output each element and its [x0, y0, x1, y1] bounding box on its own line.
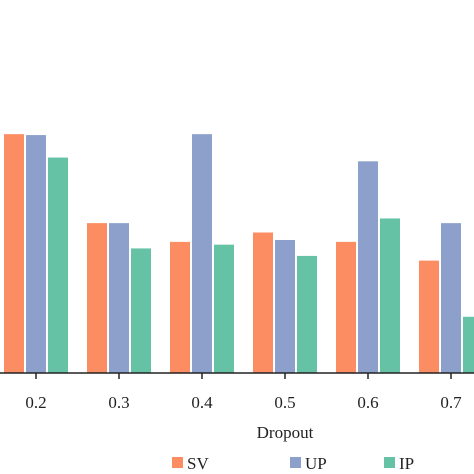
bar-up-0.5 [275, 239, 295, 373]
bar-sv-0.4 [170, 241, 190, 373]
x-tick-label: 0.2 [25, 393, 46, 412]
legend: SV UP IP [172, 454, 414, 473]
legend-label-sv: SV [187, 454, 209, 473]
bar-ip-0.5 [297, 255, 317, 373]
bar-up-0.7 [441, 223, 461, 373]
x-tick-label: 0.5 [274, 393, 295, 412]
legend-swatch-sv [172, 457, 183, 468]
bar-ip-0.2 [48, 157, 68, 373]
legend-swatch-ip [384, 457, 395, 468]
legend-item-ip: IP [384, 454, 414, 473]
bar-sv-0.7 [419, 260, 439, 373]
x-tick-label: 0.7 [440, 393, 462, 412]
ticks-layer: 0.2 0.3 0.4 0.5 0.6 0.7 [25, 373, 462, 412]
bar-sv-0.2 [4, 134, 24, 373]
bars-layer [4, 134, 474, 373]
bar-sv-0.3 [87, 223, 107, 373]
x-tick-label: 0.6 [357, 393, 378, 412]
bar-up-0.6 [358, 161, 378, 373]
bar-sv-0.6 [336, 241, 356, 373]
x-tick-label: 0.3 [108, 393, 129, 412]
x-tick-label: 0.4 [191, 393, 213, 412]
bar-ip-0.7 [463, 316, 474, 373]
legend-label-up: UP [305, 454, 327, 473]
bar-sv-0.5 [253, 232, 273, 373]
bar-ip-0.3 [131, 248, 151, 373]
legend-label-ip: IP [399, 454, 414, 473]
bar-up-0.4 [192, 134, 212, 373]
legend-item-sv: SV [172, 454, 209, 473]
legend-item-up: UP [290, 454, 327, 473]
bar-up-0.2 [26, 135, 46, 373]
bar-ip-0.6 [380, 218, 400, 373]
bar-ip-0.4 [214, 244, 234, 373]
legend-swatch-up [290, 457, 301, 468]
bar-up-0.3 [109, 223, 129, 373]
x-axis-title: Dropout [257, 423, 314, 442]
